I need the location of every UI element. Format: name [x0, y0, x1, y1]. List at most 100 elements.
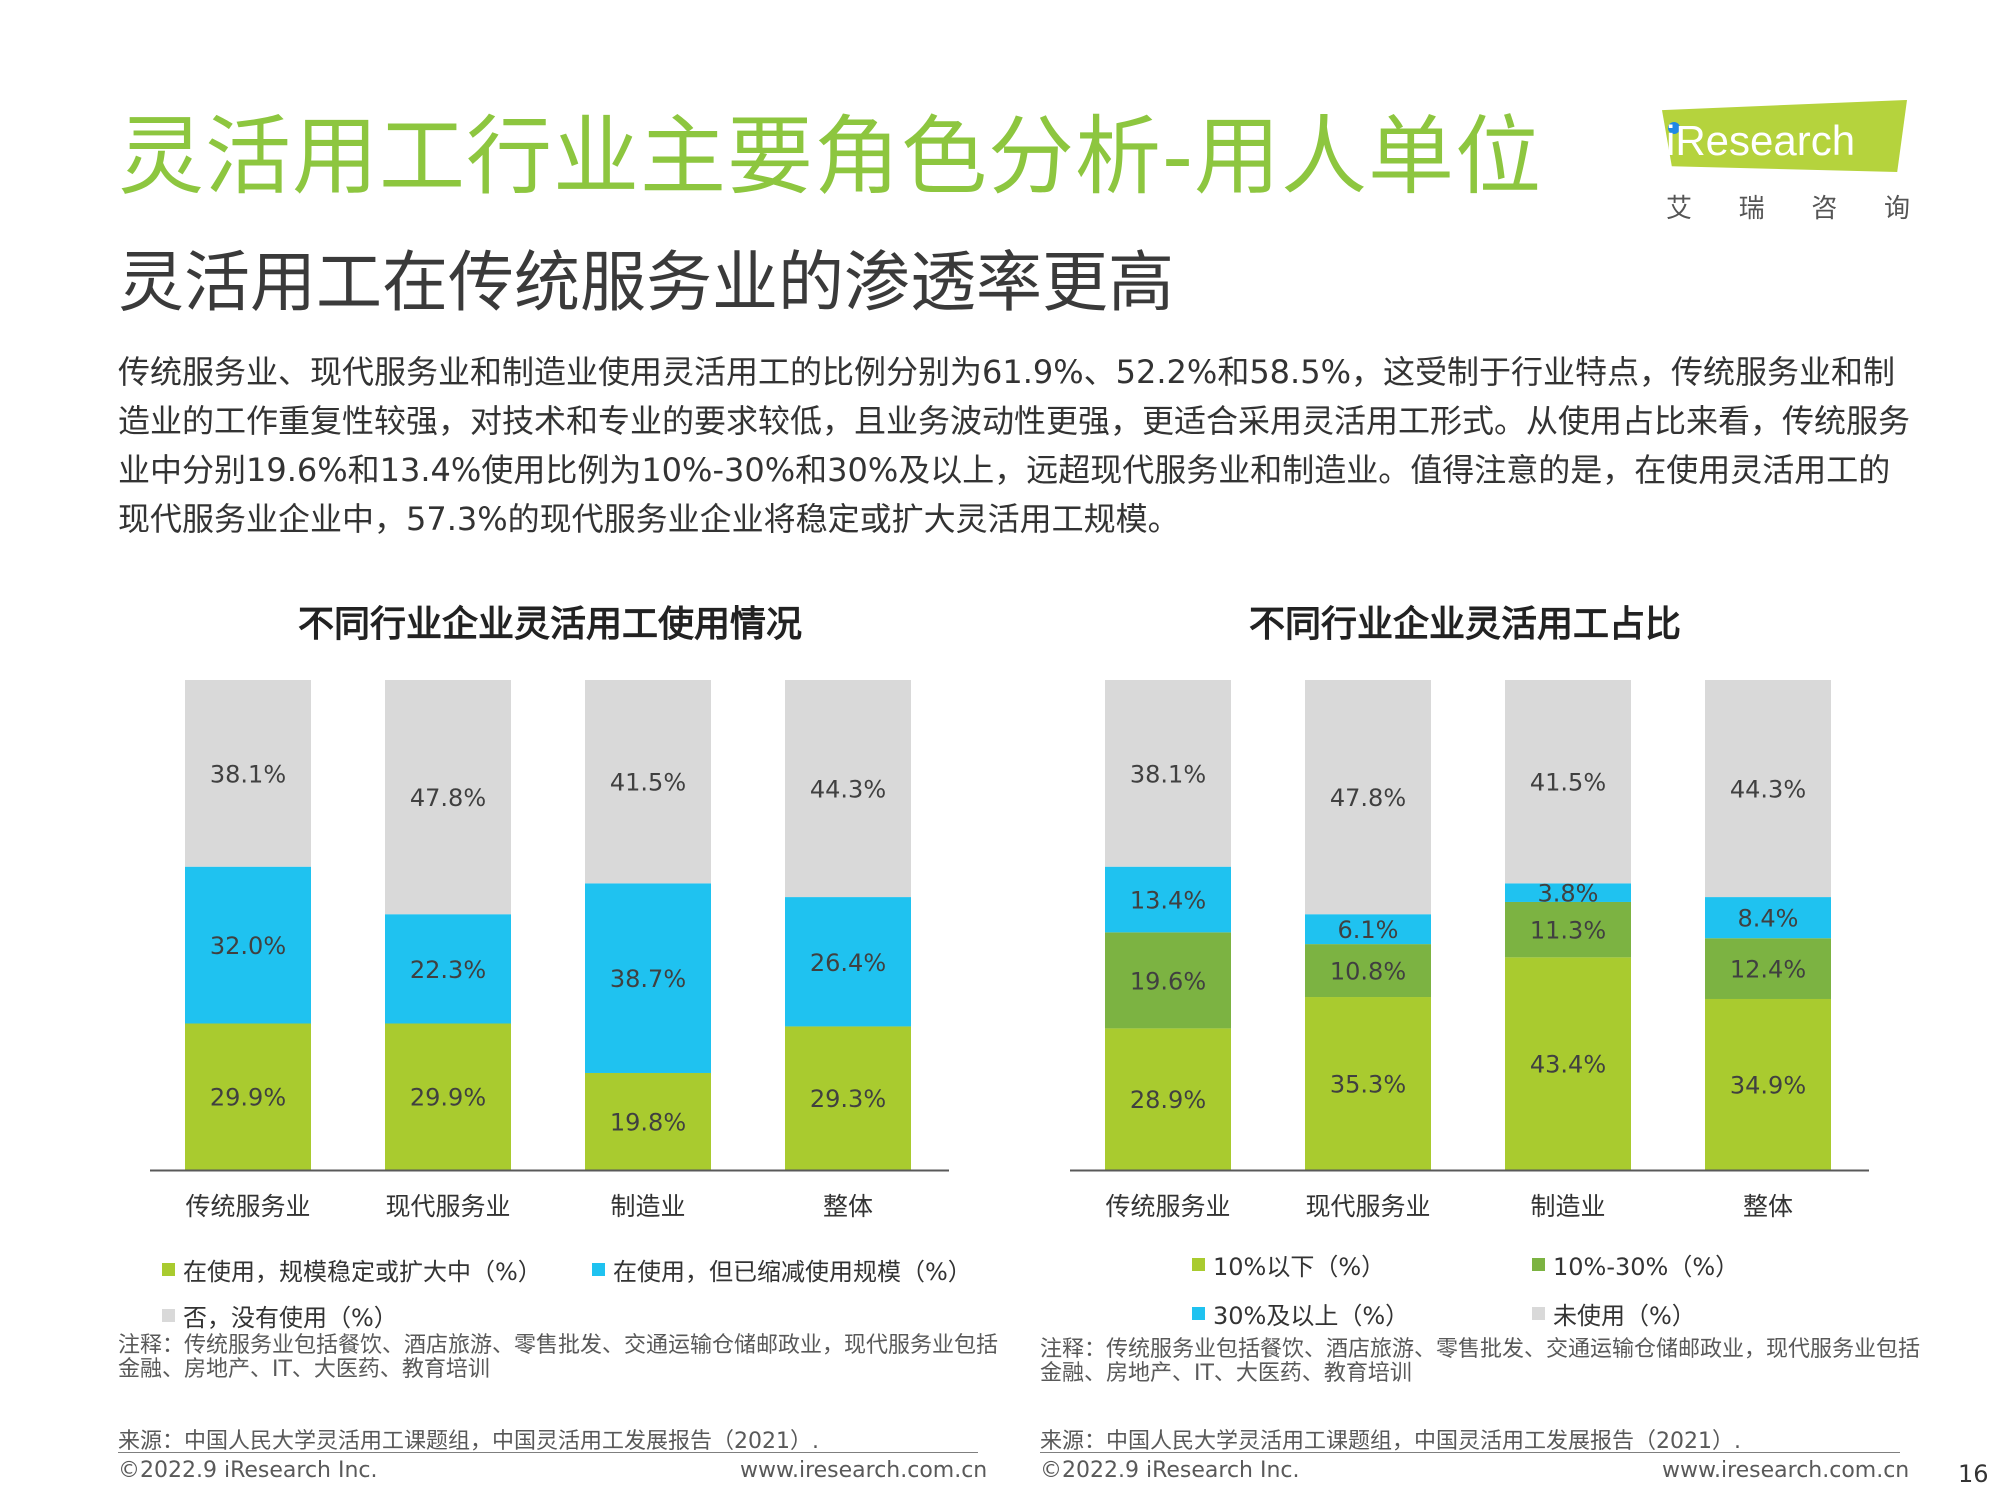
- legend-label: 10%-30%（%）: [1553, 1253, 1740, 1281]
- data-label: 6.1%: [1338, 916, 1399, 944]
- chart-1-title: 不同行业企业灵活用工使用情况: [297, 604, 802, 645]
- logo-char: 询: [1883, 194, 1910, 224]
- legend-label: 否，没有使用（%）: [183, 1304, 398, 1332]
- data-label: 38.7%: [610, 965, 686, 993]
- legend-swatch: [1532, 1258, 1545, 1271]
- page-number: 16: [1958, 1460, 1989, 1488]
- bar-segment: [1705, 897, 1831, 939]
- data-label: 28.9%: [1130, 1086, 1206, 1114]
- bar-segment: [785, 897, 911, 1027]
- bar-segment: [1305, 680, 1431, 915]
- data-label: 41.5%: [1530, 769, 1606, 797]
- chart-1-legend-item-2: 在使用，但已缩减使用规模（%）: [592, 1252, 972, 1287]
- data-label: 29.3%: [810, 1085, 886, 1113]
- intro-paragraph: 传统服务业、现代服务业和制造业使用灵活用工的比例分别为61.9%、52.2%和5…: [118, 353, 1911, 538]
- bar-segment: [1305, 944, 1431, 998]
- footer-website: www.iresearch.com.cn: [740, 1458, 988, 1483]
- data-label: 10.8%: [1330, 958, 1406, 986]
- legend-label: 在使用，但已缩减使用规模（%）: [613, 1258, 972, 1286]
- data-label: 32.0%: [210, 932, 286, 960]
- chart-2-legend-item-2: 10%-30%（%）: [1532, 1247, 1739, 1282]
- logo-banner: [1662, 100, 1907, 172]
- legend-swatch: [1532, 1307, 1545, 1320]
- bar-segment: [1705, 938, 1831, 999]
- x-tick-label: 制造业: [610, 1192, 685, 1221]
- bar-segment: [1505, 883, 1631, 902]
- bar-segment: [1105, 680, 1231, 867]
- x-tick-label: 现代服务业: [385, 1192, 510, 1221]
- chart-2-svg: 28.9% 19.6% 13.4% 38.1% 传统服务业 35.3% 10.8% 6.1% 4…: [1070, 680, 1869, 1221]
- x-tick-label: 整体: [823, 1192, 873, 1221]
- page-title: 灵活用工行业主要角色分析-用人单位: [118, 107, 1543, 207]
- footer-copyright: ©2022.9 iResearch Inc.: [1040, 1458, 1300, 1483]
- bar-segment: [585, 1072, 711, 1170]
- data-label: 47.8%: [1330, 784, 1406, 812]
- data-label: 19.8%: [610, 1108, 686, 1136]
- data-label: 47.8%: [410, 784, 486, 812]
- legend-swatch: [592, 1263, 605, 1276]
- bar-segment: [185, 680, 311, 867]
- bar-segment: [585, 883, 711, 1073]
- chart-1-svg: 29.9% 32.0% 38.1% 传统服务业 29.9% 22.3% 47.8% 现代服务业…: [150, 680, 949, 1221]
- iresearch-logo: iResearch 艾 瑞 咨 询: [1662, 100, 1912, 230]
- footer-website: www.iresearch.com.cn: [1662, 1458, 1910, 1483]
- data-label: 11.3%: [1530, 917, 1606, 945]
- x-tick-label: 整体: [1743, 1192, 1793, 1221]
- bar-segment: [1305, 914, 1431, 945]
- footer-copyright: ©2022.9 iResearch Inc.: [118, 1458, 378, 1483]
- bar-segment: [1705, 680, 1831, 898]
- bar-segment: [585, 680, 711, 884]
- legend-swatch: [162, 1263, 175, 1276]
- data-label: 41.5%: [610, 769, 686, 797]
- legend-label: 在使用，规模稳定或扩大中（%）: [183, 1258, 542, 1286]
- chart-2-legend-item-1: 10%以下（%）: [1192, 1247, 1385, 1282]
- data-label: 43.4%: [1530, 1051, 1606, 1079]
- bar-segment: [1305, 997, 1431, 1170]
- legend-swatch: [1192, 1258, 1205, 1271]
- bar-segment: [1505, 680, 1631, 884]
- bar-segment: [785, 680, 911, 898]
- chart-2-title: 不同行业企业灵活用工占比: [1248, 604, 1681, 645]
- chart-2-source: 来源：中国人民大学灵活用工课题组，中国灵活用工发展报告（2021）.: [1040, 1429, 1741, 1454]
- chart-1-source: 来源：中国人民大学灵活用工课题组，中国灵活用工发展报告（2021）.: [118, 1429, 819, 1454]
- chart-2-legend-item-3: 30%及以上（%）: [1192, 1296, 1409, 1331]
- x-tick-label: 传统服务业: [185, 1192, 310, 1221]
- logo-wordmark: iResearch: [1666, 117, 1856, 164]
- footer-divider: [1040, 1452, 1900, 1453]
- page-subtitle: 灵活用工在传统服务业的渗透率更高: [118, 244, 1174, 321]
- bar-segment: [385, 680, 511, 915]
- bar-segment: [385, 914, 511, 1024]
- logo-char: 艾: [1666, 194, 1693, 224]
- x-tick-label: 现代服务业: [1305, 1192, 1430, 1221]
- legend-swatch: [162, 1309, 175, 1322]
- logo-char: 咨: [1811, 194, 1838, 224]
- legend-label: 30%及以上（%）: [1213, 1302, 1410, 1330]
- data-label: 13.4%: [1130, 887, 1206, 915]
- data-label: 22.3%: [410, 956, 486, 984]
- data-label: 29.9%: [410, 1084, 486, 1112]
- logo-dot-icon: [1668, 122, 1680, 134]
- bar-segment: [1105, 866, 1231, 933]
- chart-2-note: 注释：传统服务业包括餐饮、酒店旅游、零售批发、交通运输仓储邮政业，现代服务业包括…: [1040, 1337, 1921, 1386]
- logo-char: 瑞: [1738, 194, 1765, 224]
- data-label: 8.4%: [1738, 905, 1799, 933]
- chart-1-note: 注释：传统服务业包括餐饮、酒店旅游、零售批发、交通运输仓储邮政业，现代服务业包括…: [118, 1333, 999, 1382]
- legend-swatch: [1192, 1307, 1205, 1320]
- bar-segment: [1505, 901, 1631, 958]
- data-label: 19.6%: [1130, 967, 1206, 995]
- logo-chinese: 艾 瑞 咨 询: [1666, 188, 1910, 225]
- data-label: 29.9%: [210, 1084, 286, 1112]
- data-label: 35.3%: [1330, 1071, 1406, 1099]
- bar-segment: [1105, 932, 1231, 1029]
- bar-segment: [185, 866, 311, 1024]
- bar-segment: [1505, 957, 1631, 1170]
- data-label: 26.4%: [810, 949, 886, 977]
- legend-label: 10%以下（%）: [1213, 1253, 1386, 1281]
- bar-segment: [385, 1023, 511, 1170]
- x-tick-label: 传统服务业: [1105, 1192, 1230, 1221]
- data-label: 38.1%: [1130, 760, 1206, 788]
- bar-segment: [185, 1023, 311, 1170]
- bar-segment: [1105, 1028, 1231, 1170]
- data-label: 44.3%: [1730, 776, 1806, 804]
- data-label: 38.1%: [210, 760, 286, 788]
